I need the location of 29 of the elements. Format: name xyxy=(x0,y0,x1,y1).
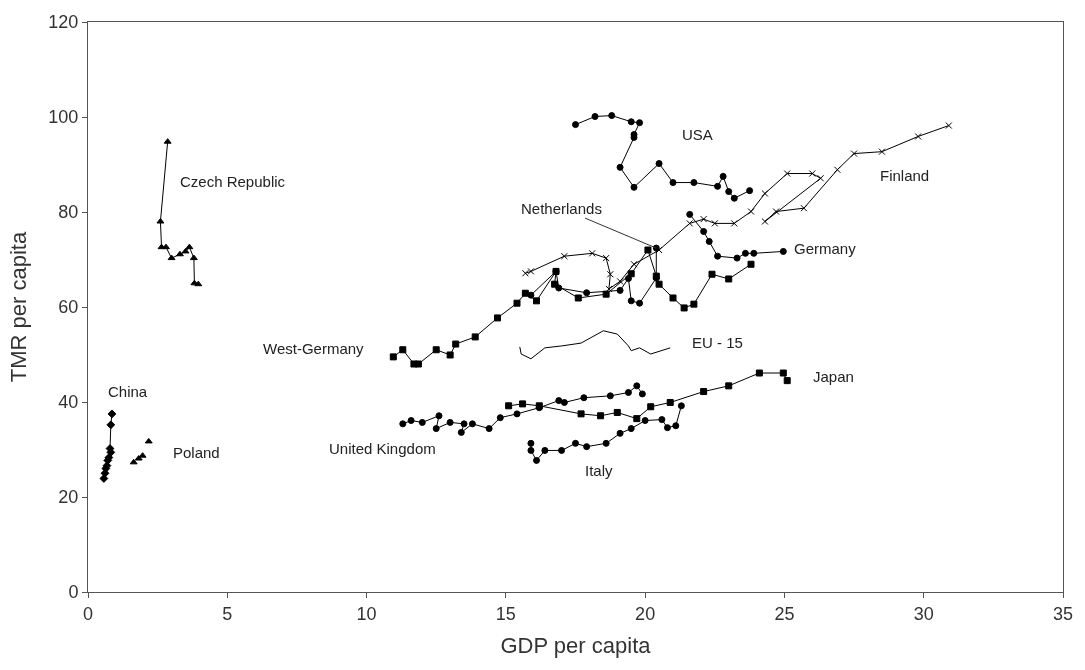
series-label: Italy xyxy=(585,462,614,479)
series-label: Japan xyxy=(813,368,854,385)
x-tick-label: 0 xyxy=(82,603,94,624)
y-tick-label: 80 xyxy=(58,202,79,223)
series-label: China xyxy=(108,383,148,400)
x-axis-title: GDP per capita xyxy=(500,633,652,659)
x-tick-label: 35 xyxy=(1052,603,1074,624)
x-tick-label: 5 xyxy=(222,603,233,624)
series-label: USA xyxy=(682,126,713,143)
x-tick-label: 25 xyxy=(774,603,795,624)
y-tick-label: 100 xyxy=(48,107,79,128)
x-tick-label: 10 xyxy=(356,603,377,624)
y-tick-label: 60 xyxy=(58,297,79,318)
text: Netherlands xyxy=(521,200,602,217)
y-tick-label: 20 xyxy=(58,487,79,508)
y-tick-label: 120 xyxy=(48,12,79,33)
series-label: Poland xyxy=(173,444,220,461)
series-label: Finland xyxy=(880,167,930,184)
x-tick-label: 30 xyxy=(913,603,934,624)
y-tick-label: 0 xyxy=(68,582,79,603)
series-label: Germany xyxy=(794,240,857,257)
series-label: Czech Republic xyxy=(180,173,286,190)
series-label: West-Germany xyxy=(263,340,365,357)
series-label: EU - 15 xyxy=(692,334,743,351)
x-tick-label: 20 xyxy=(635,603,656,624)
series-label: United Kingdom xyxy=(329,440,436,457)
y-tick-label: 40 xyxy=(58,392,79,413)
y-axis-title: TMR per capita xyxy=(6,231,32,383)
x-tick-label: 15 xyxy=(495,603,516,624)
